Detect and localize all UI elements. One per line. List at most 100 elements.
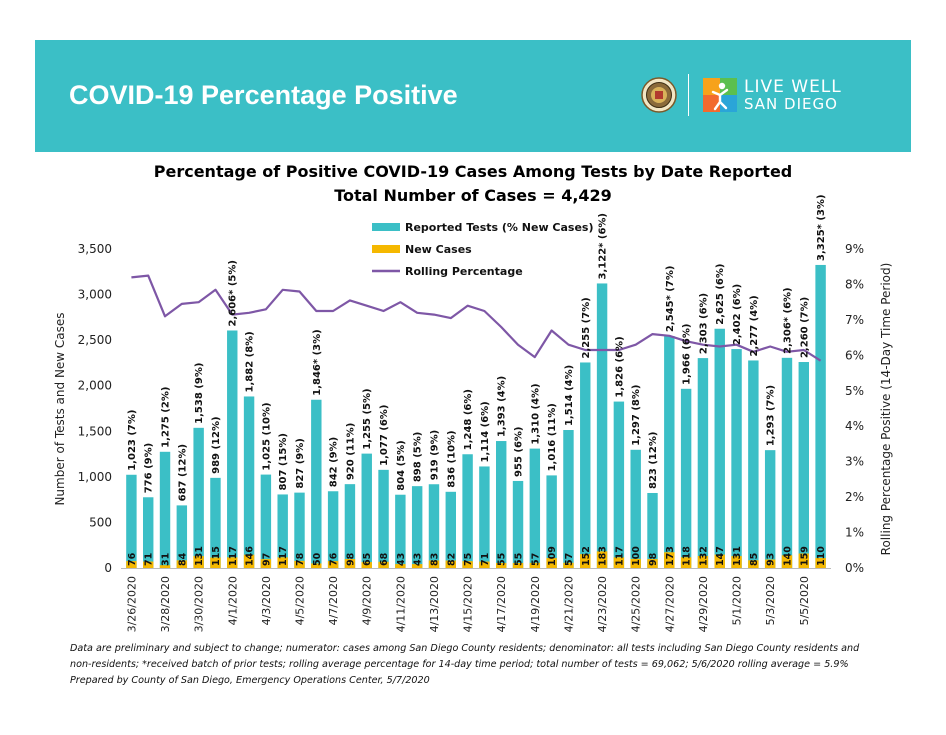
case-bar xyxy=(748,560,759,568)
case-count-label: 173 xyxy=(665,546,676,566)
case-bar xyxy=(193,556,204,568)
test-count-label: 2,545* (7%) xyxy=(665,266,676,332)
live-well-figure-icon xyxy=(703,78,737,112)
test-count-label: 804 (5%) xyxy=(396,440,407,490)
test-count-label: 2,606* (5%) xyxy=(228,260,239,326)
case-bar xyxy=(143,561,154,568)
test-count-label: 1,114 (6%) xyxy=(480,401,491,462)
live-well-logo-text: LIVE WELL SAN DIEGO xyxy=(744,78,842,112)
x-tick-label: 4/19/2020 xyxy=(529,576,542,632)
case-count-label: 55 xyxy=(497,553,508,566)
logo-line-1: LIVE WELL xyxy=(744,77,842,97)
y-tick-label: 3,500 xyxy=(78,242,112,256)
test-bar xyxy=(395,494,406,568)
y-tick-label: 500 xyxy=(89,515,112,529)
test-bar xyxy=(193,427,204,568)
y2-tick-label: 2% xyxy=(845,490,864,504)
case-bar xyxy=(815,557,826,568)
x-tick-label: 4/7/2020 xyxy=(327,576,340,625)
case-bar xyxy=(630,558,641,568)
footnote-line-1: Data are preliminary and subject to chan… xyxy=(70,643,860,654)
x-tick-label: 4/29/2020 xyxy=(697,576,710,632)
x-tick-label: 4/21/2020 xyxy=(562,576,575,632)
case-count-label: 93 xyxy=(766,553,777,566)
case-bar xyxy=(395,564,406,568)
case-bar xyxy=(210,557,221,568)
test-count-label: 898 (5%) xyxy=(413,432,424,482)
case-count-label: 152 xyxy=(581,546,592,566)
case-bar xyxy=(680,557,692,568)
test-bar xyxy=(361,453,372,568)
case-bar xyxy=(496,562,507,568)
test-bar xyxy=(764,450,776,568)
y2-tick-label: 8% xyxy=(845,277,864,291)
x-tick-label: 4/15/2020 xyxy=(462,576,475,632)
test-bar xyxy=(462,454,473,568)
case-count-label: 110 xyxy=(816,546,827,566)
test-count-label: 2,303 (6%) xyxy=(698,293,709,354)
test-bar xyxy=(210,477,221,568)
x-tick-label: 4/17/2020 xyxy=(495,576,508,632)
x-tick-label: 4/11/2020 xyxy=(394,576,407,632)
test-count-label: 3,325* (3%) xyxy=(816,194,827,260)
case-count-label: 82 xyxy=(446,553,457,566)
test-bar xyxy=(479,466,490,568)
case-count-label: 76 xyxy=(329,552,340,566)
case-bar xyxy=(781,555,793,568)
case-count-label: 117 xyxy=(278,546,289,566)
test-bar xyxy=(748,360,759,568)
case-count-label: 183 xyxy=(598,546,609,566)
y2-tick-label: 0% xyxy=(845,561,864,575)
case-bar xyxy=(764,559,776,568)
test-bar xyxy=(664,336,675,568)
legend-swatch xyxy=(372,245,400,253)
x-tick-label: 5/5/2020 xyxy=(798,576,811,625)
case-bar xyxy=(294,560,305,568)
case-count-label: 57 xyxy=(564,553,575,566)
case-bar xyxy=(378,561,389,568)
test-count-label: 920 (11%) xyxy=(345,423,356,480)
case-bar xyxy=(714,554,725,568)
case-count-label: 146 xyxy=(245,546,256,566)
test-bar xyxy=(647,492,658,568)
test-count-label: 1,025 (10%) xyxy=(261,402,272,470)
test-count-label: 2,255 (7%) xyxy=(581,297,592,358)
case-count-label: 97 xyxy=(261,553,272,566)
case-bar xyxy=(462,561,473,568)
case-count-label: 68 xyxy=(379,552,390,566)
case-bar xyxy=(126,561,137,568)
test-bar xyxy=(277,494,288,568)
county-seal-icon xyxy=(641,77,677,113)
test-count-label: 842 (9%) xyxy=(329,437,340,487)
y2-tick-label: 7% xyxy=(845,313,864,327)
case-bar xyxy=(445,560,456,568)
test-count-label: 1,826 (6%) xyxy=(614,336,625,397)
test-bar xyxy=(227,330,238,568)
case-bar xyxy=(227,557,238,568)
chart-subtitle: Total Number of Cases = 4,429 xyxy=(334,186,612,205)
test-count-label: 1,297 (8%) xyxy=(631,385,642,446)
footnote-credit: Prepared by County of San Diego, Emergen… xyxy=(70,675,430,686)
case-count-label: 140 xyxy=(782,546,793,566)
test-count-label: 1,538 (9%) xyxy=(194,363,205,424)
y2-tick-label: 1% xyxy=(845,526,864,540)
case-count-label: 43 xyxy=(413,553,424,566)
x-tick-label: 4/3/2020 xyxy=(260,576,273,625)
y2-tick-label: 9% xyxy=(845,242,864,256)
case-bar xyxy=(664,552,675,568)
test-bar xyxy=(563,430,574,568)
test-bar xyxy=(159,451,171,568)
case-bar xyxy=(613,557,625,568)
case-count-label: 131 xyxy=(194,546,205,566)
legend-label: Reported Tests (% New Cases) xyxy=(405,221,594,234)
x-tick-label: 4/5/2020 xyxy=(294,576,307,625)
test-count-label: 1,275 (2%) xyxy=(161,387,172,448)
x-tick-label: 5/1/2020 xyxy=(731,576,744,625)
test-bar xyxy=(344,484,356,568)
x-tick-label: 3/26/2020 xyxy=(125,576,138,632)
legend-label: New Cases xyxy=(405,243,472,256)
case-bar xyxy=(546,558,557,568)
y2-tick-label: 3% xyxy=(845,455,864,469)
x-tick-label: 4/27/2020 xyxy=(663,576,676,632)
